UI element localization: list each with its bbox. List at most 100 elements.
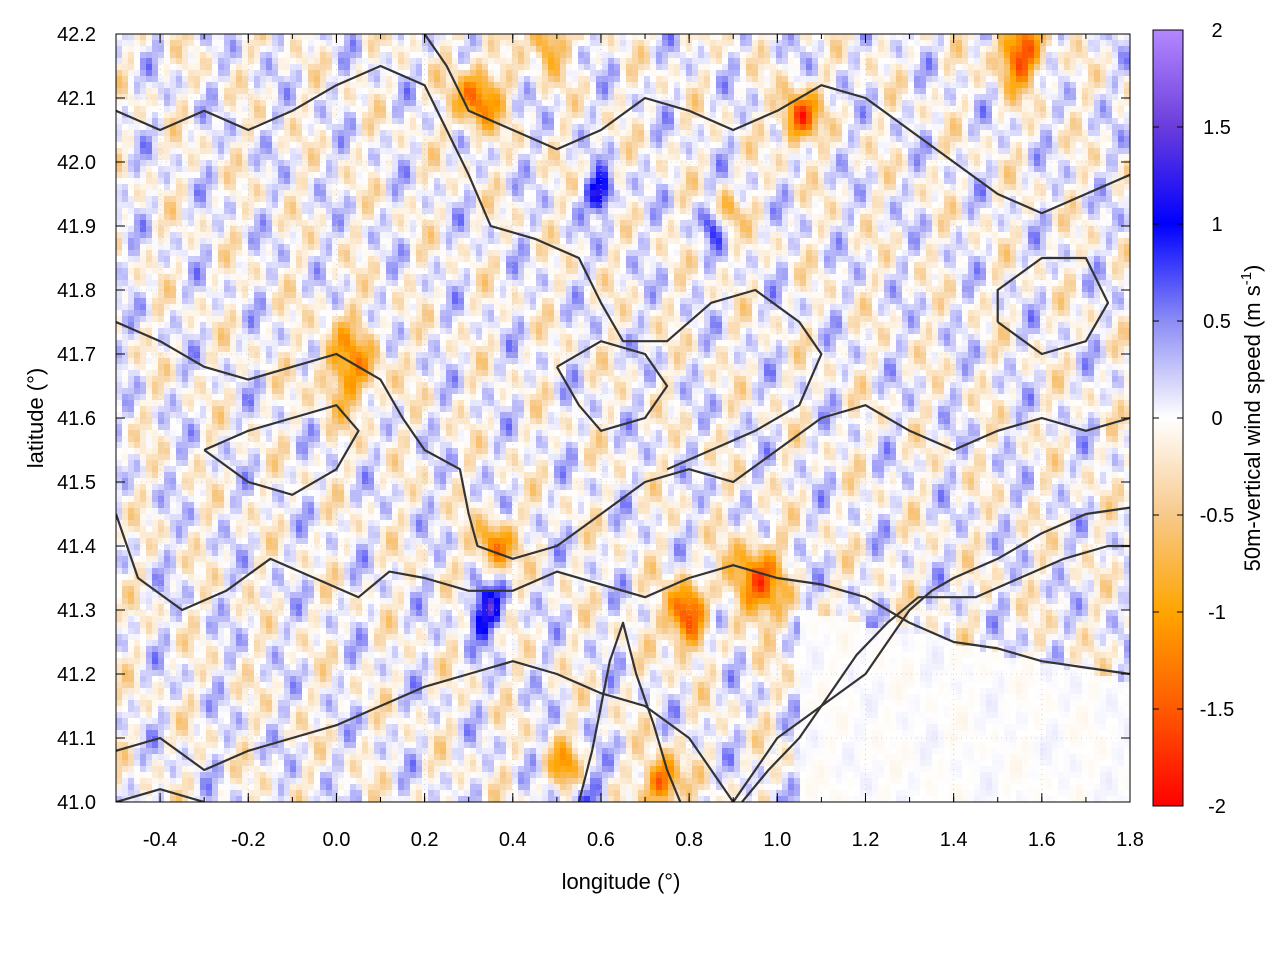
heatmap-cell — [218, 550, 225, 557]
heatmap-cell — [308, 190, 315, 197]
heatmap-cell — [194, 688, 201, 695]
heatmap-cell — [314, 790, 321, 797]
heatmap-cell — [200, 496, 207, 503]
heatmap-cell — [272, 244, 279, 251]
heatmap-cell — [212, 196, 219, 203]
heatmap-cell — [344, 376, 351, 383]
heatmap-cell — [122, 496, 129, 503]
heatmap-cell — [332, 622, 339, 629]
heatmap-cell — [164, 424, 171, 431]
heatmap-cell — [158, 634, 165, 641]
heatmap-cell — [266, 550, 273, 557]
heatmap-cell — [140, 88, 147, 95]
heatmap-cell — [296, 712, 303, 719]
heatmap-cell — [290, 664, 297, 671]
heatmap-cell — [194, 664, 201, 671]
heatmap-cell — [200, 154, 207, 161]
heatmap-cell — [158, 244, 165, 251]
heatmap-cell — [200, 586, 207, 593]
heatmap-cell — [212, 778, 219, 785]
heatmap-cell — [218, 328, 225, 335]
heatmap-cell — [164, 118, 171, 125]
heatmap-cell — [128, 712, 135, 719]
heatmap-cell — [146, 214, 153, 221]
heatmap-cell — [134, 694, 141, 701]
heatmap-cell — [248, 322, 255, 329]
heatmap-cell — [302, 406, 309, 413]
heatmap-cell — [284, 568, 291, 575]
heatmap-cell — [218, 388, 225, 395]
heatmap-cell — [344, 682, 351, 689]
heatmap-cell — [236, 712, 243, 719]
heatmap-cell — [158, 514, 165, 521]
heatmap-cell — [140, 64, 147, 71]
heatmap-cell — [326, 448, 333, 455]
heatmap-cell — [308, 112, 315, 119]
heatmap-cell — [236, 544, 243, 551]
heatmap-cell — [206, 160, 213, 167]
heatmap-cell — [242, 466, 249, 473]
heatmap-cell — [200, 40, 207, 47]
heatmap-cell — [206, 520, 213, 527]
heatmap-cell — [296, 640, 303, 647]
heatmap-cell — [296, 682, 303, 689]
heatmap-cell — [128, 286, 135, 293]
heatmap-cell — [332, 712, 339, 719]
heatmap-cell — [158, 226, 165, 233]
heatmap-cell — [170, 730, 177, 737]
heatmap-cell — [290, 250, 297, 257]
heatmap-cell — [332, 34, 339, 41]
heatmap-cell — [266, 730, 273, 737]
heatmap-cell — [272, 358, 279, 365]
heatmap-cell — [224, 214, 231, 221]
heatmap-cell — [332, 328, 339, 335]
heatmap-cell — [248, 346, 255, 353]
heatmap-cell — [248, 634, 255, 641]
heatmap-cell — [230, 526, 237, 533]
heatmap-cell — [236, 196, 243, 203]
heatmap-cell — [290, 670, 297, 677]
heatmap-cell — [116, 184, 123, 191]
heatmap-cell — [128, 598, 135, 605]
heatmap-cell — [260, 196, 267, 203]
heatmap-cell — [254, 166, 261, 173]
heatmap-cell — [188, 526, 195, 533]
heatmap-cell — [230, 634, 237, 641]
heatmap-cell — [254, 688, 261, 695]
heatmap-cell — [296, 574, 303, 581]
heatmap-cell — [218, 538, 225, 545]
heatmap-cell — [176, 526, 183, 533]
heatmap-cell — [188, 784, 195, 791]
heatmap-cell — [158, 88, 165, 95]
heatmap-cell — [170, 58, 177, 65]
heatmap-cell — [260, 40, 267, 47]
heatmap-cell — [182, 316, 189, 323]
heatmap-cell — [164, 232, 171, 239]
heatmap-cell — [206, 136, 213, 143]
heatmap-cell — [188, 238, 195, 245]
heatmap-cell — [170, 484, 177, 491]
heatmap-cell — [290, 442, 297, 449]
heatmap-cell — [314, 436, 321, 443]
heatmap-cell — [116, 658, 123, 665]
heatmap-cell — [314, 124, 321, 131]
heatmap-cell — [302, 304, 309, 311]
heatmap-cell — [230, 646, 237, 653]
heatmap-cell — [116, 280, 123, 287]
heatmap-cell — [308, 664, 315, 671]
heatmap-cell — [152, 184, 159, 191]
heatmap-cell — [296, 754, 303, 761]
heatmap-cell — [146, 520, 153, 527]
heatmap-cell — [116, 442, 123, 449]
heatmap-cell — [212, 94, 219, 101]
heatmap-cell — [134, 58, 141, 65]
heatmap-cell — [200, 190, 207, 197]
heatmap-cell — [194, 736, 201, 743]
heatmap-cell — [122, 508, 129, 515]
heatmap-cell — [308, 214, 315, 221]
heatmap-cell — [344, 496, 351, 503]
heatmap-cell — [188, 310, 195, 317]
heatmap-cell — [332, 748, 339, 755]
heatmap-cell — [242, 538, 249, 545]
heatmap-cell — [278, 226, 285, 233]
